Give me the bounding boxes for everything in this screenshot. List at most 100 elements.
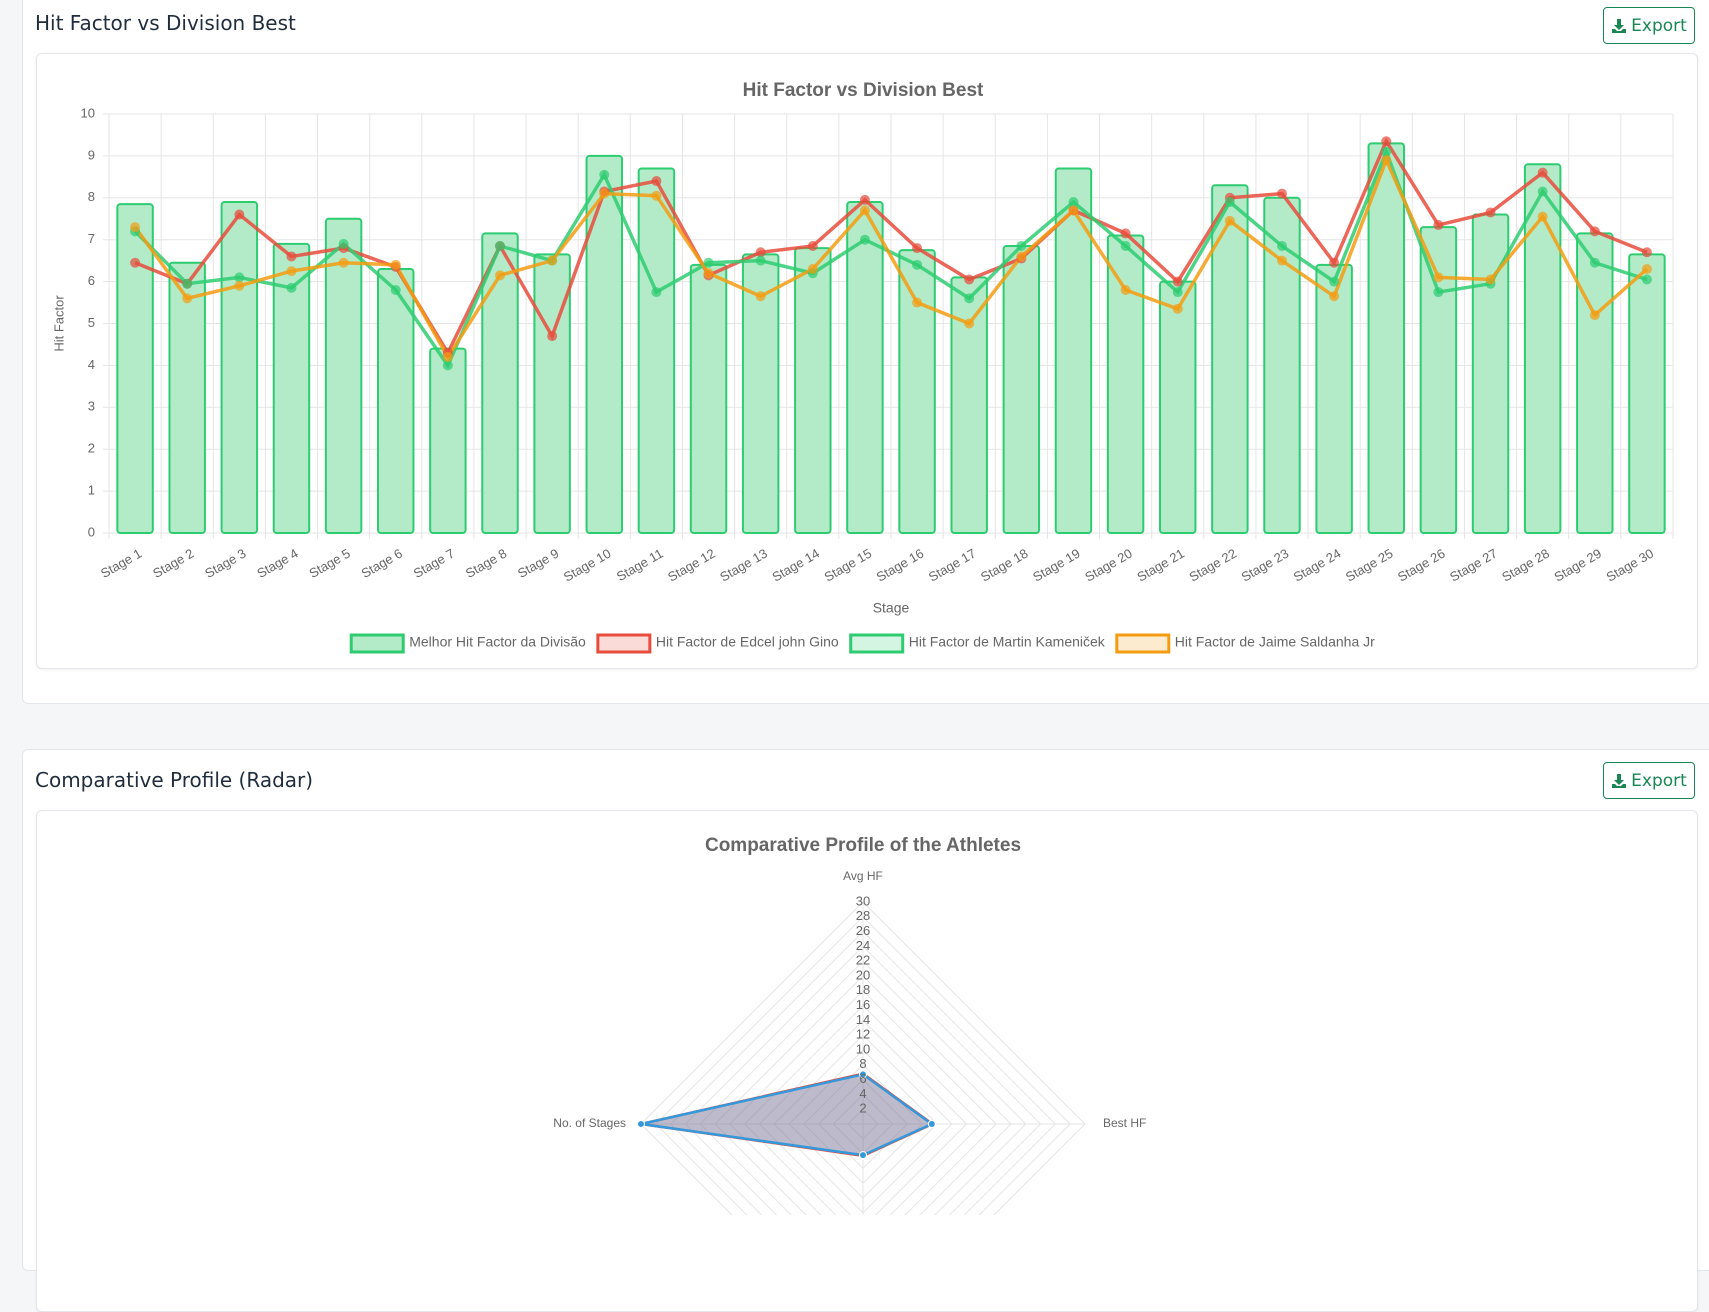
x-tick-label: Stage 13: [717, 546, 770, 585]
x-tick-label: Stage 18: [978, 546, 1031, 585]
y-tick-label: 5: [88, 315, 95, 330]
point: [1589, 310, 1600, 321]
point: [1016, 240, 1027, 251]
bar: [1576, 232, 1614, 534]
point: [442, 360, 453, 371]
line: [133, 146, 1648, 369]
point: [651, 176, 662, 187]
point: [1277, 240, 1287, 251]
r-tick-label: 10: [856, 1041, 870, 1056]
x-tick-label: Stage 14: [769, 546, 822, 585]
bar: [1106, 234, 1145, 534]
y-tick-label: 10: [81, 105, 95, 120]
bar: [846, 200, 884, 535]
y-tick-label: 3: [88, 399, 95, 414]
point: [1120, 228, 1131, 239]
y-tick-label: 7: [88, 231, 95, 246]
point: [1641, 264, 1652, 275]
x-tick-label: Stage 27: [1447, 546, 1500, 585]
bar: [272, 242, 311, 534]
x-axis-title: Stage: [873, 600, 910, 616]
point: [234, 272, 245, 283]
grid-line: [714, 975, 1012, 1215]
point: [234, 280, 245, 291]
x-tick-label: Stage 6: [359, 546, 405, 581]
axis-label: Best HF: [1103, 1116, 1146, 1130]
x-tick-label: Stage 25: [1343, 546, 1396, 585]
bar: [1054, 167, 1093, 534]
x-tick-label: Stage 10: [561, 546, 614, 585]
point: [1589, 226, 1600, 237]
point: [1433, 272, 1444, 283]
x-tick-label: Stage 3: [202, 546, 248, 581]
bar: [585, 154, 623, 534]
point: [859, 1070, 867, 1079]
grid-line: [699, 960, 1027, 1215]
legend-label: Hit Factor de Martin Kameniček: [909, 634, 1106, 650]
legend-label: Melhor Hit Factor da Divisão: [409, 634, 586, 650]
point: [1224, 196, 1235, 207]
point: [1277, 255, 1287, 266]
r-tick-label: 22: [856, 953, 870, 968]
point: [130, 222, 141, 233]
point: [927, 1120, 936, 1128]
y-tick-label: 2: [88, 441, 95, 456]
bar: [794, 247, 832, 535]
legend-swatch: [1115, 633, 1171, 654]
y-tick-label: 4: [88, 357, 95, 372]
x-tick-label: Stage 17: [926, 546, 979, 585]
point: [964, 274, 975, 285]
r-tick-label: 30: [856, 893, 870, 908]
r-tick-label: 14: [856, 1012, 870, 1027]
bar: [220, 200, 259, 535]
download-icon: [1612, 18, 1627, 33]
page: Hit Factor vs Division Best Export Compa…: [22, 0, 1709, 1312]
point: [703, 257, 714, 268]
bar: [1211, 184, 1249, 534]
y-tick-label: 0: [88, 524, 95, 539]
point: [755, 247, 766, 258]
point: [1641, 247, 1652, 258]
bar: [116, 203, 154, 535]
grid-line: [669, 930, 1057, 1215]
point: [859, 234, 870, 245]
export-button[interactable]: Export: [1603, 762, 1695, 799]
point: [1172, 287, 1183, 298]
point: [1641, 274, 1652, 285]
bar: [533, 253, 571, 535]
export-button[interactable]: Export: [1603, 7, 1695, 44]
r-tick-label: 6: [859, 1071, 866, 1086]
x-tick-label: Stage 1: [98, 546, 144, 581]
y-tick-label: 9: [88, 147, 95, 162]
download-icon: [1612, 773, 1627, 788]
point: [1381, 136, 1392, 147]
bar: [1002, 244, 1041, 535]
point: [547, 255, 558, 266]
point: [1016, 251, 1027, 262]
point: [964, 318, 975, 329]
bar: [1523, 163, 1562, 534]
chart-title: Comparative Profile of the Athletes: [705, 835, 1021, 856]
chart-title: Hit Factor vs Division Best: [743, 80, 984, 101]
bar: [689, 263, 728, 534]
r-tick-label: 16: [856, 997, 870, 1012]
point: [807, 240, 818, 251]
point: [182, 293, 193, 304]
point: [1120, 240, 1131, 251]
r-tick-label: 2: [859, 1101, 866, 1116]
bar: [168, 261, 206, 534]
y-tick-label: 6: [88, 273, 95, 288]
point: [1589, 257, 1600, 268]
point: [547, 331, 558, 342]
x-tick-label: Stage 24: [1291, 546, 1344, 585]
point: [859, 1151, 867, 1160]
r-tick-label: 24: [856, 938, 870, 953]
bar: [324, 217, 363, 534]
card-title: Comparative Profile (Radar): [35, 768, 314, 792]
x-tick-label: Stage 20: [1082, 546, 1135, 585]
legend-swatch: [596, 633, 652, 654]
point: [442, 352, 453, 363]
point: [651, 287, 662, 298]
grid-line: [655, 916, 1071, 1215]
legend-label: Hit Factor de Jaime Saldanha Jr: [1175, 634, 1375, 650]
